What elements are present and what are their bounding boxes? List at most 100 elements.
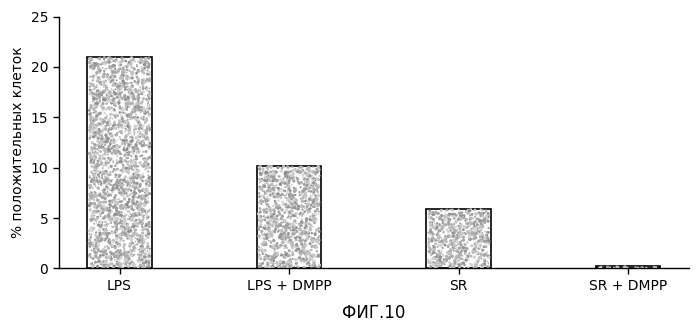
Point (127, 215, 139, 220)
Point (452, 254, 463, 259)
Point (256, 197, 267, 202)
Point (466, 253, 477, 259)
Point (444, 248, 456, 253)
Point (307, 200, 318, 205)
Point (120, 249, 132, 255)
Point (92, 90, 103, 96)
Point (283, 222, 294, 227)
Point (134, 125, 146, 130)
Point (475, 221, 486, 227)
Point (309, 263, 321, 268)
Point (119, 93, 130, 98)
Point (108, 103, 120, 108)
Point (139, 108, 150, 113)
Point (121, 257, 132, 262)
Point (288, 225, 299, 230)
Point (449, 258, 460, 264)
Point (273, 177, 284, 183)
Point (284, 199, 295, 204)
Point (115, 199, 126, 204)
Point (104, 76, 115, 82)
Point (135, 207, 146, 212)
Point (116, 236, 127, 241)
Point (92, 76, 103, 82)
Point (116, 248, 127, 254)
Point (285, 263, 296, 268)
Point (133, 76, 144, 82)
Point (276, 207, 288, 213)
Point (299, 221, 310, 226)
Point (305, 214, 316, 220)
Point (277, 234, 288, 240)
Point (88, 77, 99, 82)
Point (284, 263, 295, 269)
Point (124, 68, 135, 74)
Point (132, 90, 143, 95)
Point (118, 205, 130, 210)
Point (109, 139, 120, 145)
Point (301, 224, 312, 229)
Point (84, 231, 95, 236)
Point (267, 229, 278, 234)
Point (454, 228, 466, 233)
Point (295, 169, 306, 175)
Point (102, 87, 113, 92)
Point (270, 170, 281, 175)
Point (86, 216, 97, 222)
Point (456, 253, 468, 258)
Point (254, 193, 265, 199)
Point (479, 217, 490, 223)
Point (88, 76, 99, 82)
Point (103, 246, 114, 251)
Point (254, 234, 265, 239)
Point (306, 194, 317, 199)
Point (266, 255, 277, 261)
Point (92, 88, 103, 94)
Point (110, 151, 121, 156)
Point (268, 193, 279, 199)
Point (434, 216, 445, 222)
Point (85, 159, 97, 164)
Point (105, 256, 116, 262)
Point (113, 180, 124, 185)
Point (125, 140, 136, 145)
Point (94, 79, 105, 85)
Point (138, 260, 149, 266)
Point (108, 69, 119, 74)
Point (471, 232, 482, 237)
Point (94, 156, 105, 162)
Point (298, 259, 309, 264)
Point (476, 256, 487, 261)
Point (279, 246, 290, 251)
Point (431, 263, 442, 269)
Point (128, 66, 139, 71)
Point (106, 256, 118, 261)
Point (114, 226, 125, 232)
Point (106, 150, 118, 155)
Point (132, 205, 143, 210)
Point (130, 235, 141, 240)
Point (468, 236, 480, 242)
Point (120, 232, 131, 238)
Point (99, 249, 110, 254)
Point (433, 233, 444, 238)
Point (92, 62, 103, 68)
Point (126, 100, 137, 106)
Point (468, 250, 479, 255)
Point (88, 204, 99, 210)
Point (471, 262, 482, 267)
Point (132, 232, 144, 238)
Point (114, 134, 125, 140)
Point (258, 251, 269, 256)
Point (267, 182, 278, 188)
Point (124, 150, 135, 155)
Point (126, 65, 137, 70)
Point (99, 156, 111, 161)
Point (311, 176, 322, 181)
Point (449, 211, 461, 217)
Point (120, 148, 131, 154)
Point (108, 138, 120, 143)
Point (144, 219, 155, 225)
Point (450, 235, 461, 240)
Point (309, 169, 321, 175)
